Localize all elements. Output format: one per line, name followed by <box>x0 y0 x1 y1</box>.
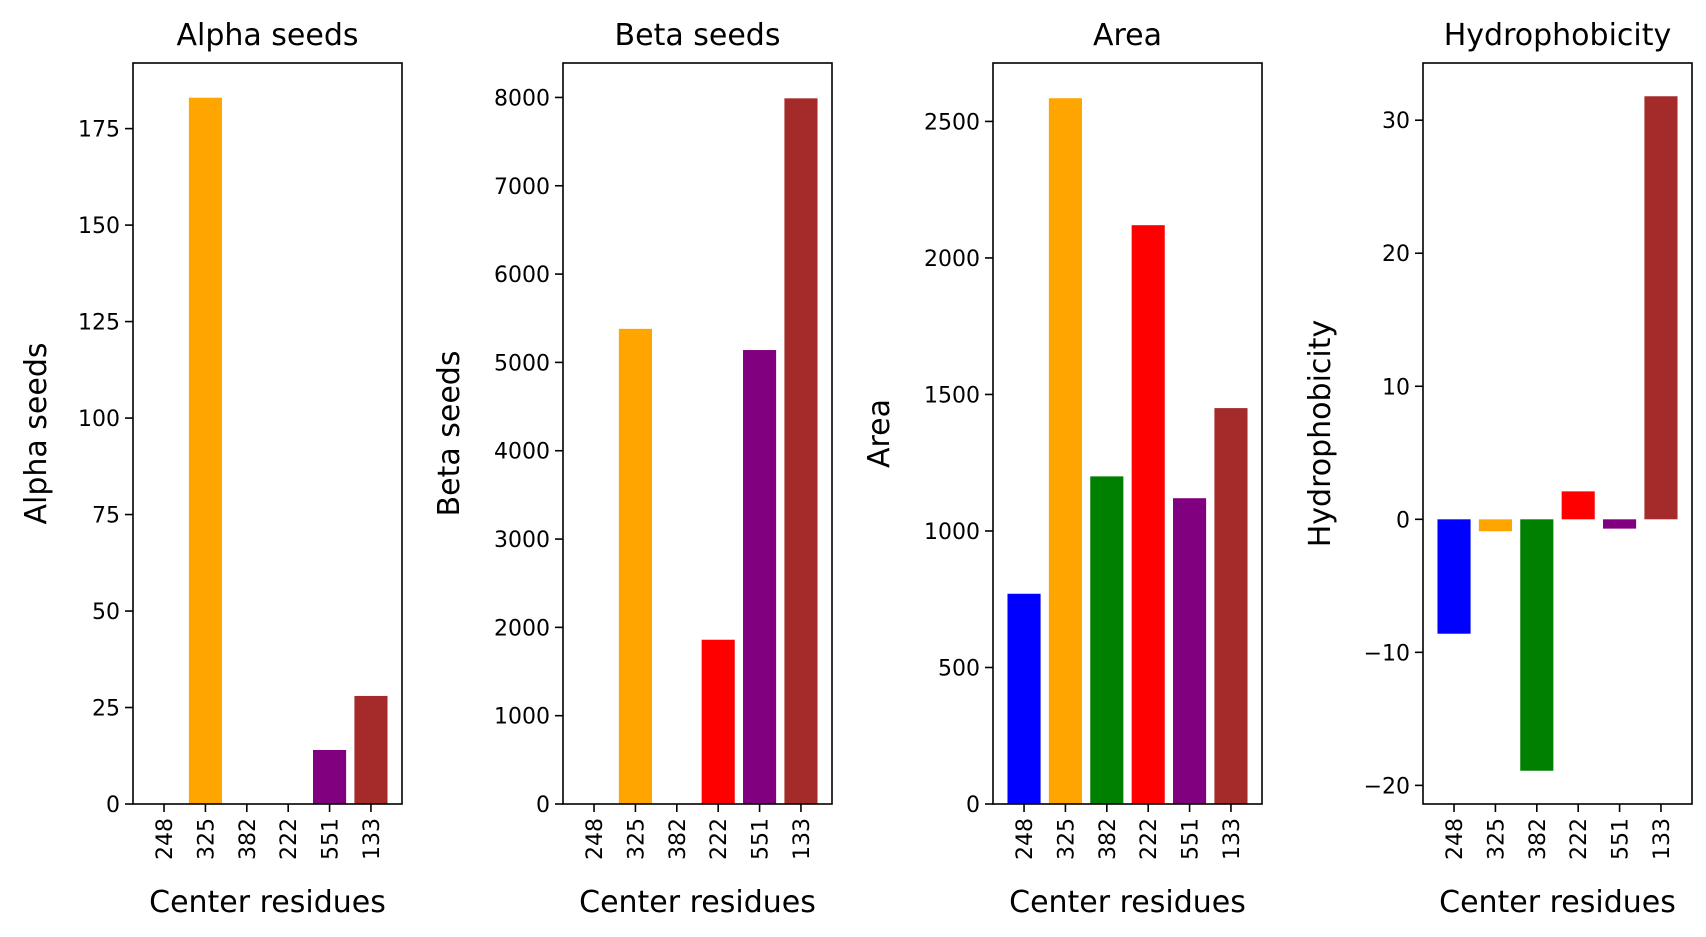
x-tick-label: 325 <box>1484 818 1509 860</box>
y-axis-label: Beta seeds <box>432 351 467 517</box>
bar-133 <box>784 98 818 804</box>
x-tick-label: 133 <box>1220 818 1245 860</box>
x-tick-label: 551 <box>749 818 774 860</box>
y-tick-label: 2500 <box>924 110 980 135</box>
bar-222 <box>1561 491 1595 520</box>
subplot-4: −20 −10 0 10 20 30 248 325 382 222 551 133 Hydrophob… <box>1303 18 1693 920</box>
x-tick-label: 382 <box>236 818 261 860</box>
bar-551 <box>1173 498 1207 804</box>
y-tick-label: 30 <box>1382 109 1410 134</box>
y-tick-label: 5000 <box>494 351 550 376</box>
y-tick-label: 0 <box>966 793 980 818</box>
subplot-title: Hydrophobicity <box>1444 18 1672 53</box>
x-tick-label: 551 <box>319 818 344 860</box>
y-tick-label: 0 <box>106 793 120 818</box>
x-tick-label: 382 <box>666 818 691 860</box>
bar-551 <box>1603 519 1637 529</box>
bar-325 <box>1478 519 1512 532</box>
bar-248 <box>1437 519 1471 634</box>
x-tick-label: 222 <box>707 818 732 860</box>
bar-133 <box>1644 96 1678 520</box>
subplot-3: 0 500 1000 1500 2000 2500 248 325 382 222 551 133 Ar… <box>862 18 1263 920</box>
y-tick-label: 175 <box>78 118 120 143</box>
x-tick-label: 248 <box>1013 818 1038 860</box>
subplot-title: Alpha seeds <box>176 18 358 53</box>
x-tick-label: 222 <box>1137 818 1162 860</box>
y-axis-label: Area <box>862 399 897 468</box>
y-tick-label: 3000 <box>494 528 550 553</box>
x-tick-label: 325 <box>1054 818 1079 860</box>
y-tick-label: 7000 <box>494 175 550 200</box>
subplot-1: 0 25 50 75 100 125 150 175 248 325 382 222 551 133 Alp… <box>19 18 403 920</box>
y-tick-label: 2000 <box>924 247 980 272</box>
bar-325 <box>188 97 222 805</box>
x-tick-label: 325 <box>194 818 219 860</box>
y-tick-label: 25 <box>92 697 120 722</box>
bar-222 <box>1131 225 1165 804</box>
x-tick-label: 133 <box>1650 818 1675 860</box>
y-tick-label: 125 <box>78 311 120 336</box>
x-axis-label: Center residues <box>1439 885 1676 920</box>
y-tick-label: 2000 <box>494 616 550 641</box>
bar-325 <box>618 328 652 804</box>
x-tick-label: 551 <box>1179 818 1204 860</box>
axes-frame <box>132 62 403 805</box>
y-tick-label: 1500 <box>924 383 980 408</box>
x-tick-label: 222 <box>277 818 302 860</box>
x-tick-label: 248 <box>583 818 608 860</box>
x-tick-label: 551 <box>1609 818 1634 860</box>
x-axis-label: Center residues <box>579 885 816 920</box>
bar-382 <box>1090 476 1124 804</box>
axes-frame <box>992 62 1263 805</box>
subplot-title: Area <box>1093 18 1162 53</box>
x-axis-label: Center residues <box>149 885 386 920</box>
y-tick-label: 1000 <box>494 705 550 730</box>
subplot-title: Beta seeds <box>615 18 781 53</box>
y-tick-label: 6000 <box>494 263 550 288</box>
bar-133 <box>1214 408 1248 804</box>
x-tick-label: 222 <box>1567 818 1592 860</box>
y-tick-label: 50 <box>92 600 120 625</box>
y-tick-label: −10 <box>1364 641 1410 666</box>
bar-551 <box>313 749 347 804</box>
bar-133 <box>354 695 388 804</box>
y-tick-label: 100 <box>78 407 120 432</box>
x-tick-label: 133 <box>790 818 815 860</box>
y-tick-label: 8000 <box>494 86 550 111</box>
bar-551 <box>743 350 777 804</box>
y-tick-label: 500 <box>938 656 980 681</box>
subplot-2: 0 1000 2000 3000 4000 5000 6000 7000 8000 248 325 3… <box>432 18 833 920</box>
y-tick-label: 150 <box>78 214 120 239</box>
bar-382 <box>1520 519 1554 771</box>
y-tick-label: 0 <box>1396 508 1410 533</box>
x-tick-label: 133 <box>360 818 385 860</box>
x-tick-label: 382 <box>1526 818 1551 860</box>
y-tick-label: 20 <box>1382 242 1410 267</box>
x-tick-label: 382 <box>1096 818 1121 860</box>
y-tick-label: 4000 <box>494 440 550 465</box>
y-tick-label: 75 <box>92 504 120 529</box>
y-tick-label: −20 <box>1364 774 1410 799</box>
y-axis-label: Alpha seeds <box>19 342 54 524</box>
y-axis-label: Hydrophobicity <box>1303 320 1338 548</box>
y-tick-label: 1000 <box>924 520 980 545</box>
bar-222 <box>701 639 735 804</box>
y-tick-label: 0 <box>536 793 550 818</box>
x-tick-label: 248 <box>153 818 178 860</box>
x-axis-label: Center residues <box>1009 885 1246 920</box>
bar-325 <box>1048 98 1082 805</box>
x-tick-label: 248 <box>1443 818 1468 860</box>
y-tick-label: 10 <box>1382 375 1410 400</box>
x-tick-label: 325 <box>624 818 649 860</box>
bar-248 <box>1007 593 1041 804</box>
axes-frame <box>1422 62 1693 805</box>
axes-frame <box>562 62 833 805</box>
